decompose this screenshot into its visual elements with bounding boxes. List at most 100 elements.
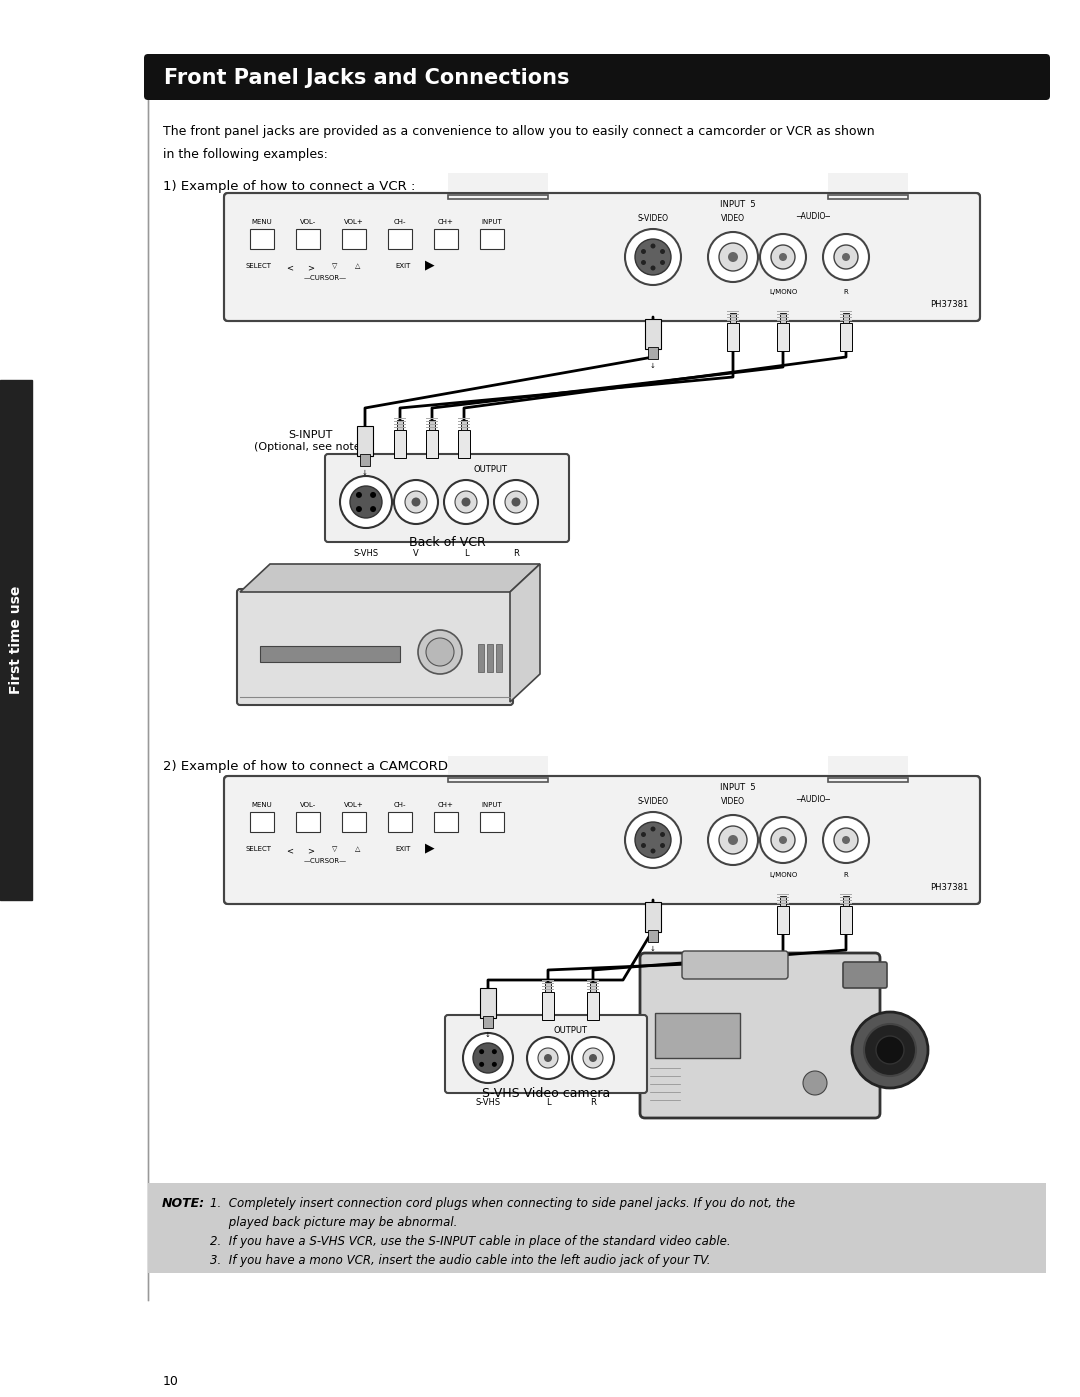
Text: L: L	[463, 549, 469, 557]
Text: MENU: MENU	[252, 802, 272, 807]
Text: SELECT: SELECT	[245, 263, 271, 270]
Bar	[448, 756, 548, 778]
Text: S-VIDEO: S-VIDEO	[637, 798, 669, 806]
Circle shape	[834, 244, 858, 270]
Bar	[840, 894, 852, 895]
Text: ▽: ▽	[333, 263, 338, 270]
Text: CH-: CH-	[394, 802, 406, 807]
Bar	[483, 1016, 492, 1028]
Text: △: △	[355, 263, 361, 270]
Circle shape	[719, 243, 747, 271]
Bar	[645, 902, 661, 932]
Text: L: L	[545, 1098, 551, 1106]
Bar	[777, 907, 789, 935]
Bar	[780, 313, 786, 323]
Text: PH37381: PH37381	[930, 300, 968, 309]
Bar	[458, 430, 470, 458]
Bar	[588, 979, 599, 981]
Bar	[828, 196, 908, 198]
Text: MENU: MENU	[252, 219, 272, 225]
Polygon shape	[240, 564, 540, 592]
Circle shape	[640, 260, 646, 265]
Circle shape	[640, 833, 646, 837]
Bar	[840, 907, 852, 935]
Bar	[357, 426, 373, 455]
Circle shape	[538, 1048, 558, 1067]
Text: The front panel jacks are provided as a convenience to allow you to easily conne: The front panel jacks are provided as a …	[163, 124, 875, 138]
Bar	[426, 423, 438, 425]
Text: OUTPUT: OUTPUT	[553, 1025, 588, 1035]
Text: PH37381: PH37381	[930, 883, 968, 893]
Circle shape	[356, 492, 362, 497]
Circle shape	[512, 497, 521, 507]
Circle shape	[660, 842, 665, 848]
Bar	[588, 989, 599, 990]
Text: CH+: CH+	[438, 219, 454, 225]
Bar	[342, 812, 366, 833]
Circle shape	[760, 817, 806, 863]
Circle shape	[779, 253, 787, 261]
Circle shape	[760, 235, 806, 279]
Bar	[777, 313, 789, 314]
Circle shape	[426, 638, 454, 666]
Circle shape	[640, 249, 646, 254]
Text: L/MONO: L/MONO	[769, 289, 797, 295]
Bar	[480, 229, 504, 249]
Bar	[394, 420, 406, 422]
Bar	[777, 900, 789, 901]
Bar	[458, 418, 470, 419]
Polygon shape	[510, 564, 540, 703]
Circle shape	[660, 260, 665, 265]
FancyBboxPatch shape	[237, 590, 513, 705]
Circle shape	[491, 1062, 497, 1067]
Text: >: >	[308, 847, 314, 855]
Bar	[448, 778, 548, 782]
Bar	[645, 319, 661, 349]
Bar	[727, 310, 739, 312]
Text: CH-: CH-	[394, 219, 406, 225]
Circle shape	[356, 506, 362, 513]
Text: 2.  If you have a S-VHS VCR, use the S-INPUT cable in place of the standard vide: 2. If you have a S-VHS VCR, use the S-IN…	[210, 1235, 731, 1248]
FancyBboxPatch shape	[640, 953, 880, 1118]
Circle shape	[625, 229, 681, 285]
Circle shape	[350, 486, 382, 518]
Circle shape	[491, 1049, 497, 1055]
Bar	[394, 430, 406, 458]
Text: played back picture may be abnormal.: played back picture may be abnormal.	[210, 1215, 457, 1229]
Bar	[260, 645, 400, 662]
Circle shape	[473, 1044, 503, 1073]
FancyBboxPatch shape	[843, 963, 887, 988]
Circle shape	[572, 1037, 615, 1078]
Circle shape	[455, 490, 477, 513]
Text: >: >	[308, 263, 314, 272]
Bar	[588, 985, 599, 988]
Circle shape	[823, 817, 869, 863]
Circle shape	[728, 251, 738, 263]
Bar	[730, 313, 735, 323]
Text: S-VHS Video camera: S-VHS Video camera	[482, 1087, 610, 1099]
Text: VOL+: VOL+	[345, 802, 364, 807]
Text: <: <	[286, 263, 294, 272]
Text: VOL+: VOL+	[345, 219, 364, 225]
Bar	[727, 317, 739, 319]
Text: VIDEO: VIDEO	[721, 798, 745, 806]
Text: ─AUDIO─: ─AUDIO─	[796, 795, 831, 805]
Text: EXIT: EXIT	[395, 263, 410, 270]
Bar	[840, 323, 852, 351]
Bar	[840, 897, 852, 898]
Bar	[426, 418, 438, 419]
FancyBboxPatch shape	[681, 951, 788, 979]
Text: △: △	[355, 847, 361, 852]
Text: CH+: CH+	[438, 802, 454, 807]
Bar	[542, 989, 554, 990]
Circle shape	[625, 812, 681, 868]
Bar	[296, 229, 320, 249]
Text: —CURSOR—: —CURSOR—	[303, 275, 347, 281]
Bar	[448, 173, 548, 196]
Bar	[394, 418, 406, 419]
Text: SELECT: SELECT	[245, 847, 271, 852]
Bar	[249, 812, 274, 833]
Bar	[426, 430, 438, 458]
Text: ↓: ↓	[650, 363, 656, 369]
Bar	[542, 985, 554, 988]
